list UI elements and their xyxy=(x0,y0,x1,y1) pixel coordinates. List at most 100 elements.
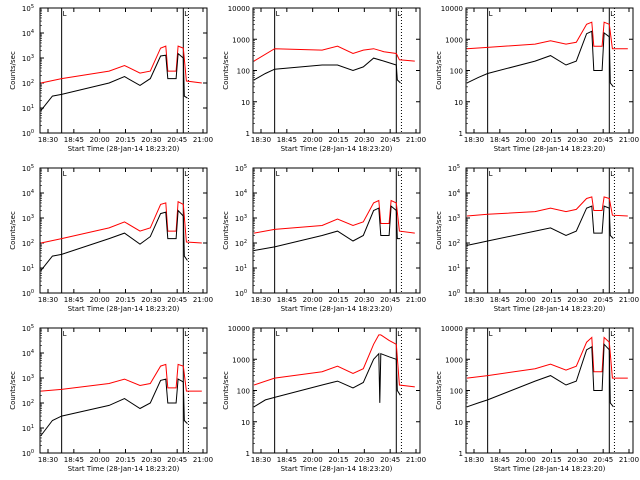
y-axis-label: Counts/sec xyxy=(435,371,443,410)
y-tick-label: 1000 xyxy=(232,356,250,364)
marker-label: L xyxy=(184,10,188,18)
plot-frame xyxy=(465,167,634,294)
y-axis-label: Counts/sec xyxy=(435,51,443,90)
lld-series-line xyxy=(466,336,628,379)
plot-frame xyxy=(39,167,208,294)
x-tick-label: 20:45 xyxy=(593,296,613,304)
x-tick-label: 20:45 xyxy=(380,456,400,464)
marker-label: L xyxy=(489,170,493,178)
y-tick-label: 100 xyxy=(237,388,250,396)
chart-panel-9: 1 10 100 1000 10000 18:30 18:45 20:00 20:15 20:30… xyxy=(435,325,639,473)
y-tick-label: 10000 xyxy=(228,5,250,13)
lld-series-line xyxy=(253,45,415,62)
y-tick-label: 10 xyxy=(241,419,250,427)
chart-panel-3: 1 10 100 1000 10000 18:30 18:45 20:00 20:15 20:30… xyxy=(435,5,639,153)
x-tick-label: 18:30 xyxy=(251,136,271,144)
x-tick-label: 18:30 xyxy=(251,296,271,304)
x-tick-label: 20:00 xyxy=(303,456,323,464)
y-tick-label: 101 xyxy=(22,424,34,433)
y-tick-label: 100 xyxy=(448,289,460,298)
x-tick-label: 20:30 xyxy=(567,456,587,464)
events-series-line xyxy=(466,343,614,408)
x-tick-label: 21:00 xyxy=(193,136,213,144)
x-axis-label: Start Time (28-Jan-14 18:23:20) xyxy=(281,145,393,153)
x-tick-label: 18:30 xyxy=(38,456,58,464)
chart-panel-2: 1 10 100 1000 10000 18:30 18:45 20:00 20:15 20:30… xyxy=(222,5,426,153)
y-axis-label: Counts/sec xyxy=(9,211,17,250)
y-tick-label: 1000 xyxy=(445,356,463,364)
marker-label: L xyxy=(610,170,614,178)
marker-label: L xyxy=(63,330,67,338)
lld-series-line xyxy=(253,334,415,388)
events-series-line xyxy=(466,205,614,246)
y-tick-label: 10000 xyxy=(228,325,250,333)
y-tick-label: 103 xyxy=(448,214,460,223)
x-tick-label: 20:15 xyxy=(328,456,348,464)
events-series-line xyxy=(253,57,401,84)
y-tick-label: 1 xyxy=(459,450,463,458)
lld-series-line xyxy=(253,199,415,234)
y-axis-label: Counts/sec xyxy=(222,51,230,90)
marker-label: L xyxy=(397,330,401,338)
x-axis-label: Start Time (28-Jan-14 18:23:20) xyxy=(281,305,393,313)
x-tick-label: 21:00 xyxy=(193,456,213,464)
x-tick-label: 20:00 xyxy=(90,296,110,304)
marker-label: L xyxy=(63,170,67,178)
marker-label: L xyxy=(489,330,493,338)
y-tick-label: 102 xyxy=(22,399,34,408)
y-tick-label: 104 xyxy=(22,29,34,38)
x-tick-label: 20:30 xyxy=(354,456,374,464)
x-tick-label: 18:45 xyxy=(277,296,297,304)
events-series-line xyxy=(253,205,401,251)
y-tick-label: 103 xyxy=(235,214,247,223)
x-tick-label: 20:00 xyxy=(90,456,110,464)
chart-panel-1: 100 101 102 103 104 105 18:30 18:45 20:00 20:15 20… xyxy=(9,4,213,153)
marker-label: L xyxy=(184,170,188,178)
x-axis-label: Start Time (28-Jan-14 18:23:20) xyxy=(494,465,606,473)
x-tick-label: 20:15 xyxy=(541,136,561,144)
y-tick-label: 1 xyxy=(246,130,250,138)
events-series-line xyxy=(466,30,614,88)
x-tick-label: 20:15 xyxy=(541,296,561,304)
x-tick-label: 20:45 xyxy=(167,136,187,144)
plot-frame xyxy=(465,7,634,134)
y-tick-label: 1 xyxy=(246,450,250,458)
lld-series-line xyxy=(466,196,628,217)
y-axis-label: Counts/sec xyxy=(435,211,443,250)
x-tick-label: 20:00 xyxy=(516,136,536,144)
y-tick-label: 103 xyxy=(22,54,34,63)
x-tick-label: 20:30 xyxy=(567,136,587,144)
y-axis-label: Counts/sec xyxy=(9,51,17,90)
x-tick-label: 20:45 xyxy=(380,296,400,304)
y-axis-label: Counts/sec xyxy=(222,211,230,250)
x-axis-label: Start Time (28-Jan-14 18:23:20) xyxy=(494,305,606,313)
y-tick-label: 1000 xyxy=(232,36,250,44)
y-tick-label: 102 xyxy=(22,239,34,248)
events-series-line xyxy=(40,52,188,111)
y-tick-label: 103 xyxy=(22,374,34,383)
y-tick-label: 105 xyxy=(448,164,460,173)
x-tick-label: 18:45 xyxy=(64,296,84,304)
y-tick-label: 100 xyxy=(450,388,463,396)
x-axis-label: Start Time (28-Jan-14 18:23:20) xyxy=(68,465,180,473)
y-tick-label: 100 xyxy=(22,129,34,138)
x-axis-label: Start Time (28-Jan-14 18:23:20) xyxy=(494,145,606,153)
y-tick-label: 1 xyxy=(459,130,463,138)
x-tick-label: 20:00 xyxy=(303,296,323,304)
y-axis-label: Counts/sec xyxy=(222,371,230,410)
x-tick-label: 21:00 xyxy=(406,456,426,464)
chart-panel-6: 100 101 102 103 104 105 18:30 18:45 20:00 20:15 20… xyxy=(435,164,639,313)
x-axis-label: Start Time (28-Jan-14 18:23:20) xyxy=(68,305,180,313)
x-tick-label: 20:15 xyxy=(328,136,348,144)
x-tick-label: 20:30 xyxy=(141,456,161,464)
y-tick-label: 10 xyxy=(454,419,463,427)
plot-frame xyxy=(465,327,634,454)
y-axis-label: Counts/sec xyxy=(9,371,17,410)
marker-label: L xyxy=(610,330,614,338)
lld-series-line xyxy=(40,363,202,392)
x-axis-label: Start Time (28-Jan-14 18:23:20) xyxy=(68,145,180,153)
y-tick-label: 105 xyxy=(22,4,34,13)
x-tick-label: 20:00 xyxy=(516,296,536,304)
y-tick-label: 101 xyxy=(448,264,460,273)
plot-frame xyxy=(252,167,421,294)
